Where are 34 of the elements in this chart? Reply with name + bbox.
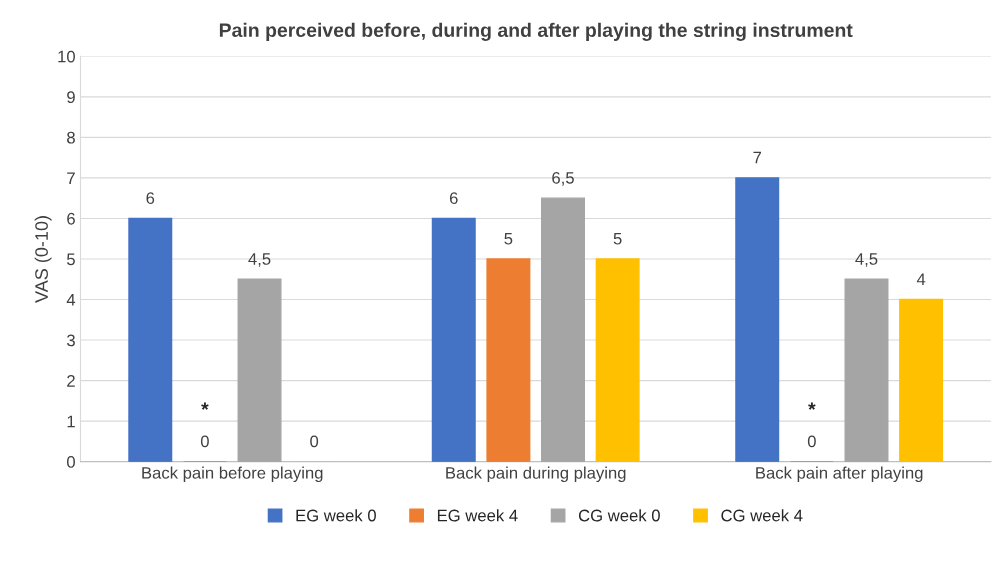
data-label: 6,5 bbox=[552, 171, 574, 186]
chart-title: Pain perceived before, during and after playing the string instrument bbox=[219, 22, 853, 41]
data-label: 4,5 bbox=[248, 253, 271, 267]
data-label: 6 bbox=[146, 192, 155, 205]
y-tick-label: 1 bbox=[67, 415, 75, 428]
legend-label: EG week 4 bbox=[437, 509, 518, 522]
y-tick-label: 7 bbox=[67, 172, 75, 184]
legend-label: CG week 4 bbox=[721, 509, 803, 522]
data-label: 5 bbox=[504, 232, 513, 245]
y-tick-label: 3 bbox=[66, 334, 75, 347]
legend-label: CG week 0 bbox=[578, 509, 660, 522]
annotation: * bbox=[201, 402, 209, 410]
y-tick-label: 8 bbox=[67, 131, 75, 144]
legend-label: EG week 0 bbox=[296, 509, 376, 522]
y-tick-label: 10 bbox=[58, 50, 75, 63]
data-label: 0 bbox=[807, 435, 816, 448]
data-label: 4 bbox=[916, 273, 926, 285]
y-axis-title: VAS (0-10) bbox=[34, 216, 52, 303]
annotation: * bbox=[808, 402, 816, 410]
x-tick-label: Back pain after playing bbox=[756, 466, 923, 483]
y-tick-label: 9 bbox=[67, 91, 75, 104]
y-tick-label: 4 bbox=[66, 294, 76, 306]
x-tick-label: Back pain before playing bbox=[142, 466, 323, 483]
x-tick-label: Back pain during playing bbox=[446, 466, 626, 483]
y-tick-label: 2 bbox=[67, 374, 75, 387]
y-tick-label: 0 bbox=[67, 456, 75, 468]
y-tick-label: 5 bbox=[67, 253, 75, 266]
data-label: 5 bbox=[613, 232, 622, 245]
data-label: 0 bbox=[200, 435, 209, 448]
data-label: 0 bbox=[310, 435, 319, 448]
y-tick-label: 6 bbox=[67, 212, 75, 225]
data-label: 6 bbox=[449, 192, 458, 205]
data-label: 4,5 bbox=[855, 253, 878, 267]
data-label: 7 bbox=[753, 151, 762, 164]
